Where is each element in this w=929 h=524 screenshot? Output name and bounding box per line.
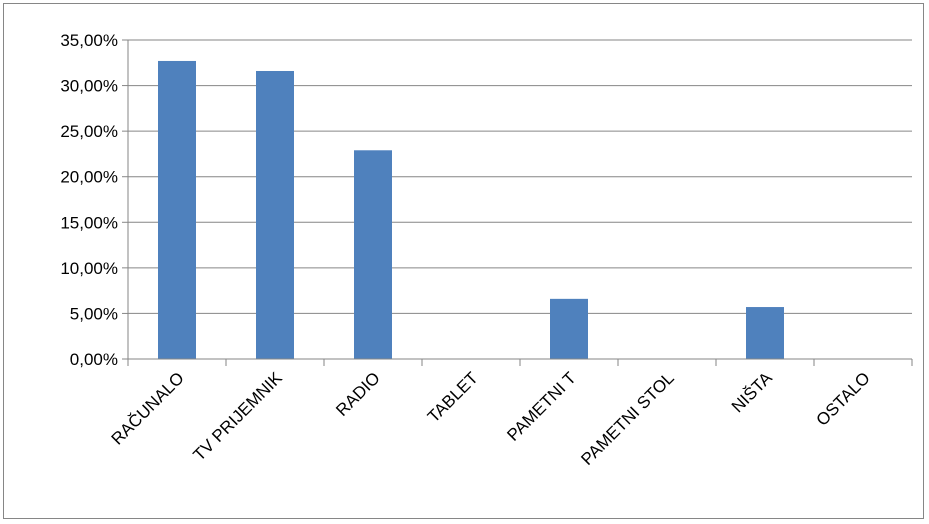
y-tick-label: 20,00% (60, 168, 118, 187)
bar (746, 307, 784, 359)
bar (158, 60, 196, 359)
y-tick-label: 0,00% (70, 350, 118, 369)
grid-layer (128, 39, 912, 314)
y-tick-label: 10,00% (60, 259, 118, 278)
x-tick-label: RADIO (332, 368, 384, 420)
x-tick-label: OSTALO (813, 368, 874, 429)
x-tick-label: NIŠTA (728, 368, 776, 416)
y-tick-label: 30,00% (60, 77, 118, 96)
x-tick-label: PAMETNI STOL (577, 368, 677, 468)
x-tick-label: TV PRIJEMNIK (190, 368, 287, 465)
axis-layer (122, 39, 913, 366)
x-tick-label: PAMETNI T (503, 368, 579, 444)
x-tick-label: RAČUNALO (108, 368, 188, 448)
y-tick-label: 15,00% (60, 213, 118, 232)
bar (354, 150, 392, 359)
chart-frame (3, 3, 924, 519)
y-tick-label: 5,00% (70, 304, 118, 323)
y-tick-label: 35,00% (60, 31, 118, 50)
bar-layer (158, 60, 784, 359)
y-tick-label: 25,00% (60, 122, 118, 141)
x-tick-label: TABLET (424, 368, 482, 426)
bar (256, 70, 294, 359)
bar (550, 298, 588, 359)
